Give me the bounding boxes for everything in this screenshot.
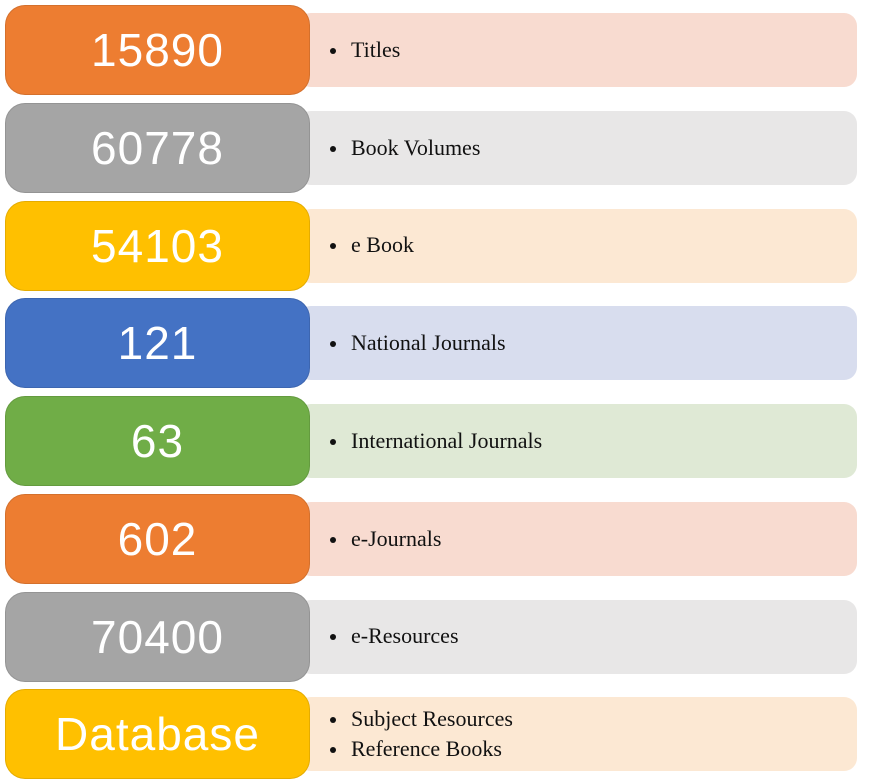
list-item: e Book 54103: [0, 200, 873, 291]
item-label: e-Resources: [351, 623, 459, 649]
value-block: 60778: [5, 102, 310, 193]
value-block: Database: [5, 689, 310, 780]
bullet-icon: [330, 341, 336, 348]
item-value: 60778: [91, 121, 224, 174]
item-value: 121: [117, 317, 198, 370]
bullet-line: International Journals: [330, 428, 857, 454]
item-label: e Book: [351, 232, 414, 258]
label-bar: Subject Resources Reference Books: [298, 697, 857, 772]
value-block: 15890: [5, 5, 310, 95]
bullet-icon: [330, 747, 336, 754]
bullet-icon: [330, 145, 336, 152]
item-label: Subject Resources: [351, 705, 513, 731]
bullet-icon: [330, 243, 336, 250]
value-block: 63: [5, 396, 310, 486]
list-item: Subject Resources Reference Books Database: [0, 689, 873, 780]
bullet-line: Subject Resources: [330, 706, 857, 732]
item-value: 70400: [91, 610, 224, 663]
value-block: 121: [5, 298, 310, 389]
item-value: 54103: [91, 219, 224, 272]
bullet-line: Book Volumes: [330, 135, 857, 161]
item-value: 63: [130, 415, 185, 467]
value-block: 602: [5, 493, 310, 584]
label-bar: Titles: [298, 13, 857, 87]
bullet-line: Titles: [330, 37, 857, 63]
item-label: Reference Books: [351, 736, 502, 762]
label-bar: Book Volumes: [298, 110, 857, 185]
bullet-line: e-Resources: [330, 623, 857, 649]
list-item: e-Journals 602: [0, 493, 873, 584]
item-label: Book Volumes: [351, 134, 481, 160]
bullet-icon: [330, 438, 336, 445]
bullet-icon: [330, 47, 336, 54]
list-item: National Journals 121: [0, 298, 873, 389]
item-label: e-Journals: [351, 525, 442, 551]
bullet-icon: [330, 634, 336, 641]
item-value: Database: [55, 708, 260, 761]
item-label: Titles: [351, 36, 401, 62]
item-label: National Journals: [351, 330, 506, 356]
label-bar: National Journals: [298, 306, 857, 381]
list-item: Titles 15890: [0, 5, 873, 95]
label-bar: e-Resources: [298, 599, 857, 674]
bullet-icon: [330, 536, 336, 543]
bullet-line: National Journals: [330, 330, 857, 356]
label-bar: e Book: [298, 208, 857, 283]
list-item: International Journals 63: [0, 396, 873, 486]
label-bar: International Journals: [298, 404, 857, 478]
bullet-line: e-Journals: [330, 526, 857, 552]
list-item: Book Volumes 60778: [0, 102, 873, 193]
bullet-line: Reference Books: [330, 736, 857, 762]
item-value: 602: [117, 512, 198, 565]
item-value: 15890: [91, 24, 224, 76]
bullet-icon: [330, 717, 336, 724]
value-block: 70400: [5, 591, 310, 682]
bullet-line: e Book: [330, 232, 857, 258]
item-label: International Journals: [351, 427, 543, 453]
list-item: e-Resources 70400: [0, 591, 873, 682]
label-bar: e-Journals: [298, 501, 857, 576]
value-block: 54103: [5, 200, 310, 291]
